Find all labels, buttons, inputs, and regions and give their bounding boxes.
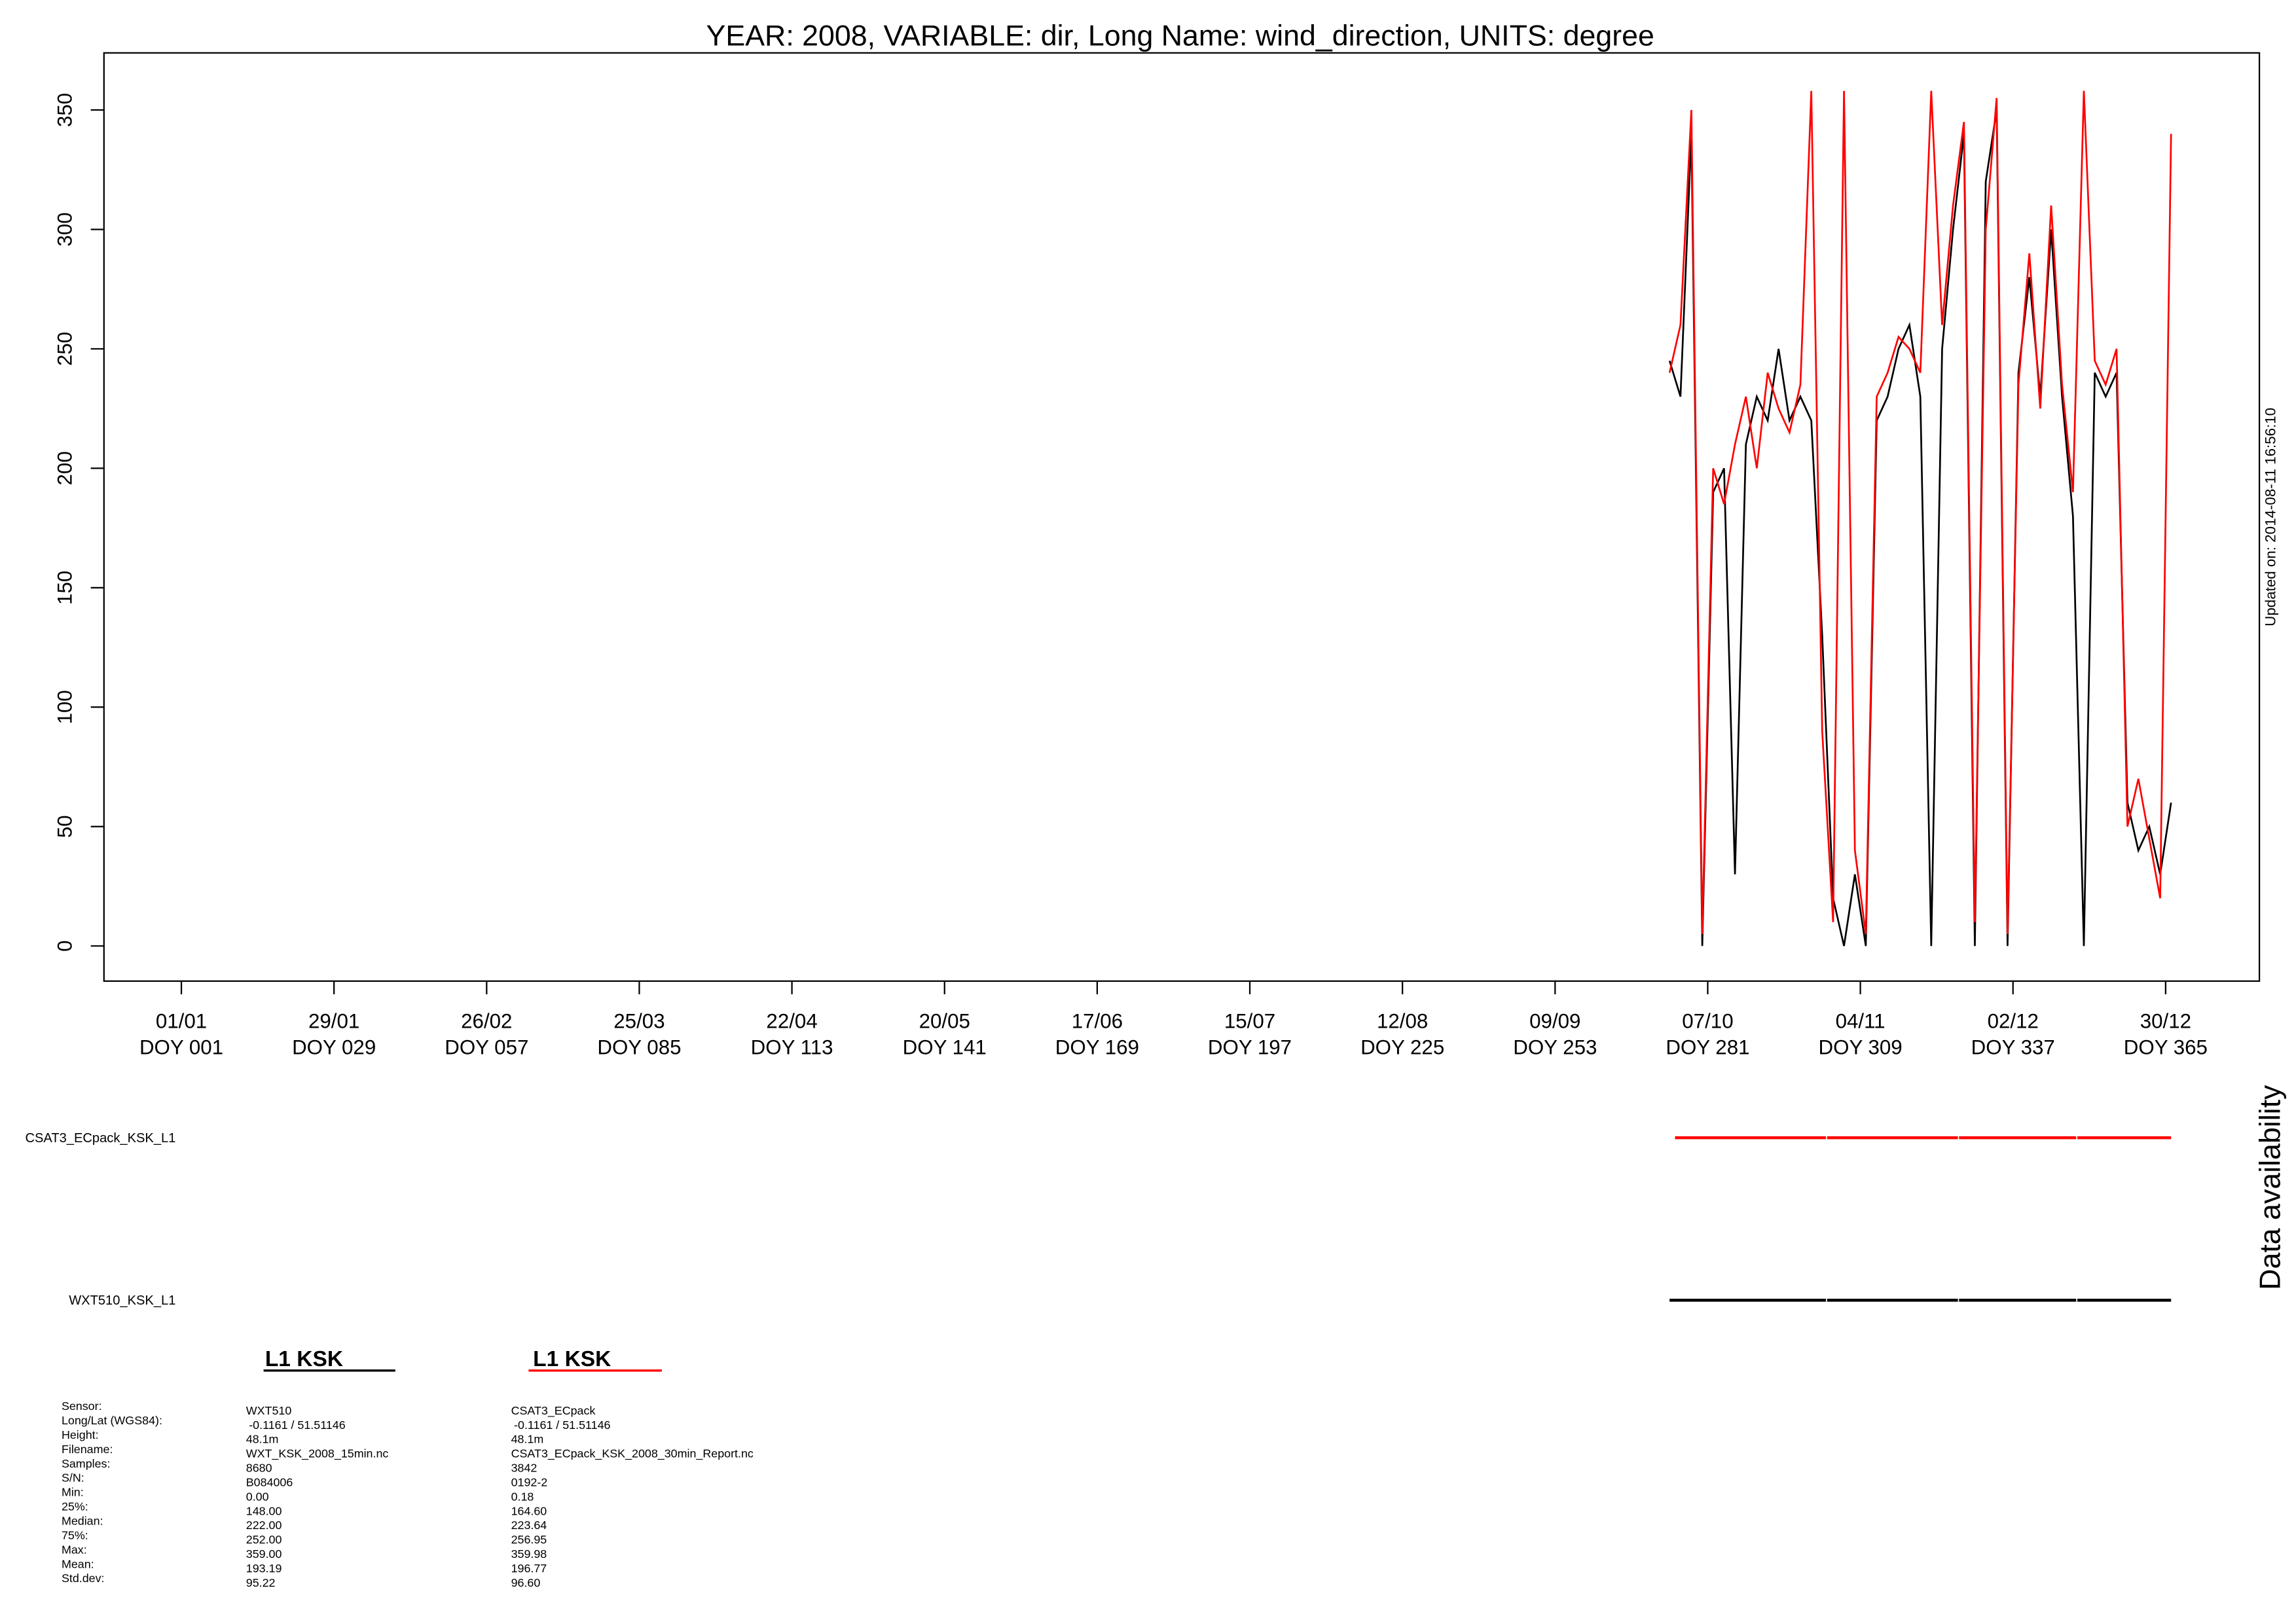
availability-title: Data availability <box>2254 1085 2286 1290</box>
stats-label: 75%: <box>62 1528 88 1542</box>
availability-label: WXT510_KSK_L1 <box>69 1293 175 1308</box>
stats-value: CSAT3_ECpack_KSK_2008_30min_Report.nc <box>511 1447 754 1461</box>
series-line <box>1668 109 2172 947</box>
x-tick-label: 09/09 <box>1529 1009 1580 1032</box>
y-tick-label: 300 <box>54 212 77 246</box>
stats-value: 0.00 <box>246 1490 269 1503</box>
stats-value: 0192-2 <box>511 1475 548 1489</box>
stats-heading: L1 KSK <box>265 1347 343 1371</box>
stats-value: WXT_KSK_2008_15min.nc <box>246 1447 389 1461</box>
x-tick-label: 26/02 <box>461 1009 512 1032</box>
x-tick-doy-label: DOY 029 <box>292 1036 376 1059</box>
x-tick-doy-label: DOY 365 <box>2124 1036 2208 1059</box>
x-tick-label: 07/10 <box>1682 1009 1733 1032</box>
x-tick-label: 22/04 <box>766 1009 817 1032</box>
stats-value: 359.98 <box>511 1547 547 1561</box>
stats-value: 256.95 <box>511 1533 547 1546</box>
x-tick-doy-label: DOY 141 <box>903 1036 987 1059</box>
x-tick-doy-label: DOY 001 <box>139 1036 223 1059</box>
x-tick-label: 12/08 <box>1377 1009 1428 1032</box>
y-tick-label: 100 <box>54 690 77 724</box>
x-tick-doy-label: DOY 113 <box>751 1036 833 1059</box>
stats-label: Mean: <box>62 1557 94 1570</box>
x-tick-label: 29/01 <box>308 1009 359 1032</box>
chart-title: YEAR: 2008, VARIABLE: dir, Long Name: wi… <box>706 20 1654 52</box>
stats-value: 222.00 <box>246 1519 282 1532</box>
x-tick-label: 15/07 <box>1224 1009 1275 1032</box>
y-tick-label: 0 <box>54 940 77 951</box>
stats-value: 252.00 <box>246 1533 282 1546</box>
stats-label: S/N: <box>62 1471 84 1485</box>
stats-value: 223.64 <box>511 1519 547 1532</box>
stats-heading: L1 KSK <box>533 1347 611 1371</box>
stats-value: -0.1161 / 51.51146 <box>249 1418 345 1432</box>
stats-value: 3842 <box>511 1462 538 1475</box>
stats-label: 25%: <box>62 1500 88 1513</box>
y-tick-label: 50 <box>54 815 77 838</box>
y-tick-label: 250 <box>54 332 77 366</box>
x-tick-label: 30/12 <box>2140 1009 2191 1032</box>
stats-label: Max: <box>62 1543 87 1556</box>
x-tick-label: 01/01 <box>156 1009 207 1032</box>
stats-value: 0.18 <box>511 1490 534 1503</box>
stats-label: Height: <box>62 1428 99 1441</box>
stats-value: 148.00 <box>246 1504 282 1517</box>
stats-value: 164.60 <box>511 1504 547 1517</box>
x-tick-doy-label: DOY 253 <box>1513 1036 1597 1059</box>
x-tick-doy-label: DOY 057 <box>445 1036 528 1059</box>
stats-value: -0.1161 / 51.51146 <box>514 1418 610 1432</box>
x-tick-label: 20/05 <box>919 1009 970 1032</box>
stats-label: Sensor: <box>62 1399 102 1413</box>
stats-label: Long/Lat (WGS84): <box>62 1414 162 1427</box>
x-tick-doy-label: DOY 309 <box>1819 1036 1903 1059</box>
stats-value: 48.1m <box>246 1433 279 1446</box>
stats-label: Std.dev: <box>62 1572 105 1585</box>
stats-value: WXT510 <box>246 1404 292 1417</box>
series-line <box>1668 90 2172 935</box>
x-tick-label: 02/12 <box>1988 1009 2039 1032</box>
stats-value: 196.77 <box>511 1562 547 1575</box>
stats-label: Min: <box>62 1486 84 1499</box>
x-tick-doy-label: DOY 085 <box>597 1036 681 1059</box>
stats-value: 193.19 <box>246 1562 282 1575</box>
x-tick-doy-label: DOY 337 <box>1971 1036 2055 1059</box>
x-tick-label: 04/11 <box>1836 1009 1886 1032</box>
y-tick-label: 200 <box>54 451 77 485</box>
plot-frame <box>103 52 2261 982</box>
stats-label: Median: <box>62 1515 103 1528</box>
availability-label: CSAT3_ECpack_KSK_L1 <box>25 1131 175 1146</box>
y-tick-label: 150 <box>54 571 77 605</box>
x-tick-label: 25/03 <box>613 1009 665 1032</box>
stats-label: Samples: <box>62 1457 111 1470</box>
side-note: Updated on: 2014-08-11 16:56:10 <box>2263 408 2279 626</box>
x-tick-doy-label: DOY 169 <box>1055 1036 1139 1059</box>
stats-value: 96.60 <box>511 1576 541 1589</box>
x-tick-doy-label: DOY 225 <box>1360 1036 1444 1059</box>
stats-value: 48.1m <box>511 1433 544 1446</box>
stats-value: 95.22 <box>246 1576 276 1589</box>
stats-value: 8680 <box>246 1462 272 1475</box>
x-tick-doy-label: DOY 197 <box>1208 1036 1292 1059</box>
y-tick-label: 350 <box>54 93 77 127</box>
x-tick-doy-label: DOY 281 <box>1666 1036 1749 1059</box>
stats-value: CSAT3_ECpack <box>511 1404 596 1418</box>
x-tick-label: 17/06 <box>1072 1009 1123 1032</box>
stats-label: Filename: <box>62 1443 113 1456</box>
stats-value: B084006 <box>246 1475 293 1489</box>
stats-value: 359.00 <box>246 1547 282 1561</box>
